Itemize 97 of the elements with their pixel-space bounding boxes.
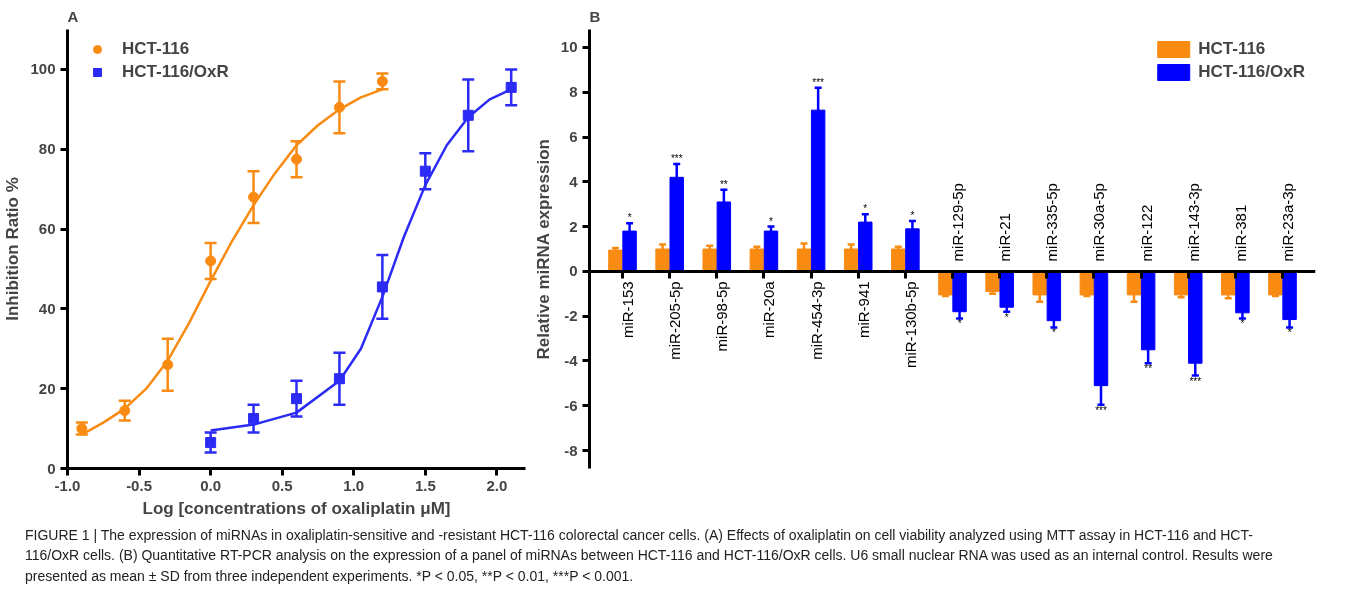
annotation: ***: [670, 152, 683, 164]
bar: [843, 248, 859, 272]
x-tick-label: miR-143-3p: [1184, 183, 1202, 262]
chart-title: A: [67, 7, 79, 25]
x-tick-label: miR-23a-3p: [1279, 183, 1296, 262]
annotation: ***: [1189, 375, 1202, 387]
annotation: *: [1287, 327, 1292, 339]
x-tick-label: miR-205-5p: [666, 281, 684, 360]
point: [419, 165, 431, 177]
legend-label: HCT-116/OxR: [122, 62, 229, 82]
x-tick-label: 1.0: [343, 476, 365, 494]
point: [205, 255, 217, 267]
bar: [1079, 270, 1095, 296]
y-tick-label: 60: [38, 220, 56, 238]
annotation: *: [627, 212, 632, 224]
bar: [702, 248, 717, 272]
point: [291, 393, 302, 405]
y-tick-label: 100: [30, 60, 56, 78]
legend-label: HCT-116/OxR: [1198, 62, 1305, 82]
annotation: *: [1051, 327, 1056, 339]
y-tick-label: 10: [560, 38, 578, 56]
point: [505, 81, 517, 93]
annotation: *: [910, 210, 915, 221]
annotation: ***: [1095, 404, 1107, 416]
y-tick-label: 0: [47, 459, 56, 477]
point: [333, 373, 345, 385]
bar: [763, 230, 779, 272]
x-tick-label: miR-454-3p: [807, 281, 825, 360]
y-tick-label: -6: [564, 396, 578, 414]
bar: [1268, 270, 1283, 296]
bar: [1046, 270, 1062, 322]
x-tick-label: 0.5: [271, 476, 293, 494]
point: [333, 101, 345, 113]
annotation: **: [719, 178, 728, 190]
bar: [655, 248, 670, 272]
bar: [1032, 270, 1047, 296]
x-tick-label: miR-20a: [760, 280, 778, 339]
legend-label: HCT-116: [122, 39, 190, 59]
y-tick-label: 0: [569, 262, 578, 280]
x-axis-title: Log [concentrations of oxaliplatin μM]: [142, 498, 451, 518]
y-axis-title: Relative miRNA expression: [533, 139, 553, 360]
y-tick-label: -2: [564, 307, 578, 325]
bar: [1126, 270, 1142, 296]
x-tick-label: miR-381: [1231, 204, 1249, 262]
y-tick-label: 6: [569, 128, 578, 146]
point: [119, 405, 131, 417]
point: [376, 281, 388, 293]
bar: [749, 248, 765, 272]
x-tick-label: miR-130b-5p: [901, 281, 919, 369]
x-tick-label: miR-30a-5p: [1090, 183, 1108, 262]
x-tick-label: miR-122: [1137, 204, 1155, 262]
annotation: **: [1144, 363, 1153, 375]
bar: [999, 270, 1014, 308]
y-tick-label: -4: [564, 351, 579, 369]
y-tick-label: -8: [564, 441, 578, 459]
annotation: ***: [812, 76, 825, 88]
annotation: *: [1004, 311, 1009, 323]
x-tick-label: -0.5: [126, 476, 152, 494]
bar: [608, 249, 623, 272]
legend-label: HCT-116: [1198, 39, 1266, 59]
annotation: *: [769, 215, 774, 227]
bar: [985, 270, 1000, 293]
x-tick-label: miR-98-5p: [713, 281, 731, 352]
chart-title: B: [589, 7, 601, 25]
x-tick-label: miR-941: [854, 281, 872, 339]
point: [248, 191, 260, 203]
y-tick-label: 2: [569, 217, 578, 235]
x-tick-label: 2.0: [486, 476, 508, 494]
y-tick-label: 80: [38, 140, 56, 158]
bar: [938, 270, 953, 296]
x-tick-label: miR-153: [619, 281, 636, 339]
y-axis-title: Inhibition Ratio %: [3, 177, 23, 321]
bar: [891, 248, 906, 272]
bar: [1235, 270, 1250, 314]
point: [162, 359, 174, 371]
x-tick-label: miR-21: [996, 213, 1014, 262]
point: [248, 413, 260, 425]
x-tick-label: -1.0: [54, 476, 81, 494]
bar: [796, 248, 812, 272]
point: [205, 437, 217, 449]
x-tick-label: miR-129-5p: [949, 183, 966, 262]
x-tick-label: 0.0: [200, 476, 222, 494]
bar: [1173, 270, 1189, 296]
bar: [1221, 270, 1236, 296]
point: [291, 153, 302, 165]
annotation: *: [957, 318, 962, 330]
y-tick-label: 40: [38, 299, 56, 317]
x-tick-label: miR-335-5p: [1043, 183, 1061, 262]
x-tick-label: 1.5: [414, 476, 436, 494]
point: [462, 109, 474, 121]
annotation: *: [1240, 318, 1245, 330]
annotation: *: [863, 203, 868, 215]
bar: [952, 270, 967, 313]
y-tick-label: 8: [569, 83, 578, 101]
y-tick-label: 20: [38, 379, 56, 397]
caption: FIGURE 1 | The expression of miRNAs in oxaliplatin-sensitive and -resistant HCT-116 colorectal cancer cells. (A) Effects of oxaliplatin on cell viability analyzed using MTT assay in HCT-116 and HCT-116/OxR cells. (B) Quantitative RT-PCR analysis on the expression of a panel of miRNAs between HCT-116 and HCT-116/OxR cells. U6 small nuclear RNA was used as an internal control. Results were presented as mean ± SD from three independent experiments. *P < 0.05, **P < 0.01, ***P < 0.001.: [24, 526, 1274, 586]
y-tick-label: 4: [569, 172, 579, 190]
